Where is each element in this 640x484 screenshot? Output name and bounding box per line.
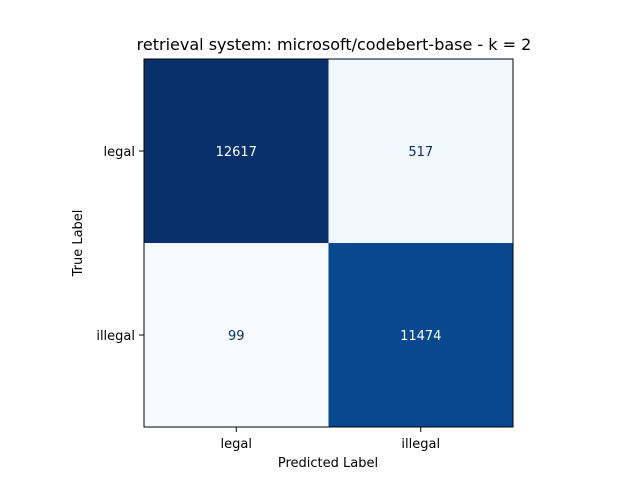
x-tick-label-0: legal — [221, 437, 252, 452]
plot-frame — [143, 58, 514, 428]
x-tick-label-1: illegal — [401, 437, 440, 452]
heatmap-cell-r1-c0 — [144, 243, 329, 427]
y-axis-label: True Label — [71, 210, 86, 278]
chart-title: retrieval system: microsoft/codebert-bas… — [137, 35, 532, 54]
heatmap-cell-r1-c1 — [328, 243, 513, 427]
x-axis-label: Predicted Label — [278, 456, 378, 471]
y-tick-label-1: illegal — [96, 329, 135, 344]
y-tick-label-0: legal — [104, 145, 135, 160]
y-axis-ticks: legal illegal — [96, 145, 144, 344]
heatmap-cell-labels: 12617 517 99 11474 — [216, 145, 442, 344]
heatmap-cell-r0-c0 — [144, 59, 329, 243]
cell-value-r0-c1: 517 — [408, 145, 433, 160]
x-axis-ticks: legal illegal — [221, 427, 440, 452]
heatmap-cells — [144, 59, 513, 427]
cell-value-r1-c0: 99 — [228, 329, 245, 344]
heatmap-cell-r0-c1 — [328, 59, 513, 243]
cell-value-r0-c0: 12617 — [216, 145, 257, 160]
cell-value-r1-c1: 11474 — [400, 329, 441, 344]
